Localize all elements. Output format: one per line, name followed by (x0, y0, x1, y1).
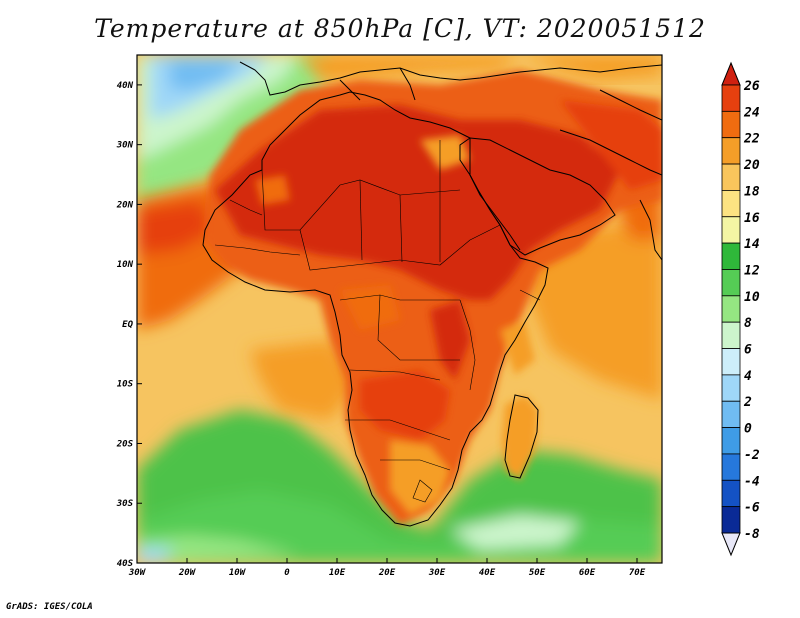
colorbar-box (721, 137, 741, 165)
colorbar-box (721, 242, 741, 270)
europe-coastline (239, 61, 662, 96)
colorbar-box (721, 400, 741, 428)
temperature-field (137, 55, 662, 563)
y-tick-label: 10N (117, 260, 134, 270)
x-tick-label: 10E (329, 568, 346, 578)
greece-coastline (399, 67, 416, 101)
colorbar-box (721, 479, 741, 508)
iran-coastline (559, 129, 662, 176)
x-tick-label: 70E (629, 568, 646, 578)
colorbar-box (721, 427, 741, 455)
southern-ocean-green (137, 410, 662, 563)
colorbar-box (721, 506, 741, 534)
north-atlantic-cold (137, 55, 330, 210)
y-tick-label: 20S (116, 439, 134, 449)
colorbar-label: 10 (744, 290, 760, 305)
colorbar-label: 0 (744, 422, 752, 437)
colorbar-label: 20 (743, 158, 760, 173)
colorbar-box (721, 84, 741, 112)
colorbar-box (721, 374, 741, 402)
y-tick-label: 40S (117, 559, 134, 569)
y-tick-label: 20N (116, 200, 134, 210)
footer-credit: GrADS: IGES/COLA (6, 602, 93, 612)
colorbar-box (721, 190, 741, 218)
x-tick-label: 10W (229, 568, 247, 578)
colorbar-label: 8 (744, 316, 752, 331)
colorbar-box (721, 269, 741, 297)
coastlines (202, 61, 662, 527)
colorbar-label: 4 (744, 369, 752, 384)
colorbar-label: 6 (744, 343, 752, 358)
colorbar-label: 24 (743, 105, 760, 120)
colorbar-box (721, 321, 741, 349)
map-title: Temperature at 850hPa [C], VT: 202005151… (94, 14, 706, 43)
colorbar-box (721, 453, 741, 481)
x-tick-label: 20E (378, 568, 396, 578)
colorbar-label: 26 (743, 79, 760, 94)
arabia-coastline (469, 137, 616, 256)
x-tick-label: 0 (284, 568, 290, 578)
red-sea-coastline (469, 174, 521, 251)
x-tick-label: 50E (529, 568, 546, 578)
colorbar-box (721, 348, 741, 376)
italy-coastline (339, 79, 361, 101)
colorbar-label: 2 (743, 395, 752, 410)
madagascar-coastline (504, 394, 539, 479)
y-tick-label: 30N (116, 141, 134, 151)
colorbar-box (721, 216, 741, 244)
y-tick-label: 10S (117, 380, 134, 390)
colorbar-box (721, 163, 741, 191)
colorbar-label: -4 (744, 474, 760, 489)
caspian-coastline (599, 89, 662, 121)
colorbar-box (721, 110, 741, 139)
india-coastline (639, 199, 662, 261)
x-tick-label: 20W (178, 568, 197, 578)
x-tick-label: 30W (128, 568, 147, 578)
colorbar-label: 18 (744, 184, 760, 199)
x-tick-label: 30E (428, 568, 446, 578)
africa-coastline (202, 91, 549, 527)
colorbar-bottom-arrow (721, 532, 741, 557)
colorbar-label: -8 (744, 527, 760, 542)
country-borders (214, 140, 541, 503)
colorbar-label: 12 (744, 263, 760, 278)
colorbar-box (721, 295, 741, 323)
colorbar-top-arrow (721, 61, 741, 86)
y-tick-label: EQ (122, 320, 133, 330)
colorbar-label: -2 (744, 448, 760, 463)
colorbar-label: 16 (744, 211, 760, 226)
colorbar-label: 14 (744, 237, 760, 252)
plot-frame (136, 54, 663, 564)
x-tick-label: 40E (479, 568, 496, 578)
colorbar-label: -6 (744, 501, 760, 516)
y-tick-label: 40N (117, 81, 134, 91)
land-cooler-patches (255, 135, 535, 515)
x-tick-label: 60E (579, 568, 596, 578)
colorbar-label: 22 (743, 132, 760, 147)
axis-ticks: 30W 20W 10W 0 10E 20E 30E 40E 50E 60E 70E 40N 30N 20N… (116, 81, 646, 578)
y-tick-label: 30S (116, 499, 134, 509)
